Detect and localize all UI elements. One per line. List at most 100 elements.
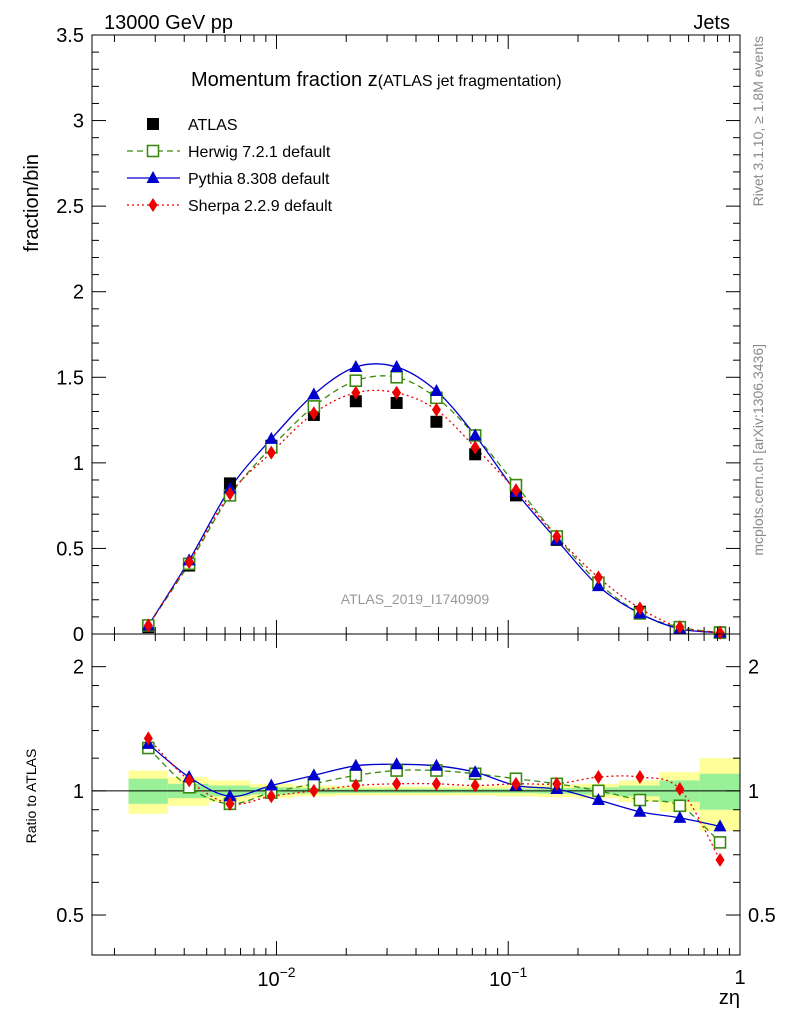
ratio-point-sherpa — [715, 852, 725, 867]
main-y-tick-label: 1 — [73, 453, 84, 475]
legend-marker-pythia — [146, 171, 160, 183]
ratio-point-sherpa — [143, 731, 153, 746]
ratio-point-herwig — [673, 799, 687, 813]
ratio-point-pythia — [429, 758, 443, 771]
main-point-sherpa — [225, 486, 235, 501]
main-point-pythia — [429, 383, 443, 396]
main-point-sherpa — [392, 385, 402, 400]
main-y-tick-label: 1.5 — [56, 367, 84, 389]
ratio-point-herwig — [713, 836, 727, 849]
main-y-tick-label: 3 — [73, 111, 84, 133]
main-point-sherpa — [635, 601, 645, 616]
main-point-sherpa — [351, 385, 361, 400]
ratio-point-pythia — [349, 758, 363, 771]
ratio-point-sherpa — [351, 778, 361, 793]
legend: ATLAS Herwig 7.2.1 default Pythia 8.308 de… — [127, 117, 333, 215]
ratio-point-pythia — [307, 768, 321, 781]
ratio-point-sherpa — [635, 770, 645, 785]
ratio-point-herwig — [633, 793, 647, 807]
main-point-sherpa — [143, 618, 153, 633]
ratio-point-sherpa — [184, 773, 194, 788]
main-point-sherpa — [552, 529, 562, 544]
main-axes: 0 0.5 1 1.5 2 2.5 3 3.5 — [56, 25, 741, 646]
ratio-point-sherpa — [511, 776, 521, 791]
main-y-axis-label: fraction/bin — [21, 154, 43, 252]
main-point-sherpa — [266, 445, 276, 460]
main-y-tick-label: 0.5 — [56, 538, 84, 560]
main-point-pythia — [591, 579, 605, 592]
ratio-y-tick-label-right: 2 — [748, 657, 759, 679]
main-point-atlas — [430, 415, 443, 428]
main-point-atlas — [390, 396, 403, 409]
ratio-point-pythia — [633, 804, 647, 817]
main-series-layer — [141, 360, 727, 640]
x-tick-label-base: 10 — [489, 969, 511, 991]
legend-label-atlas: ATLAS — [188, 117, 238, 134]
main-point-herwig — [349, 374, 363, 388]
ratio-point-pythia — [673, 810, 687, 823]
ratio-point-pythia — [713, 819, 727, 832]
main-point-atlas — [349, 395, 362, 408]
main-point-pythia — [349, 360, 363, 373]
main-y-tick-label: 0 — [73, 624, 84, 646]
legend-marker-herwig — [146, 144, 160, 158]
ratio-y-tick-label-right: 1 — [748, 781, 759, 803]
ratio-point-pythia — [591, 793, 605, 806]
watermark: ATLAS_2019_I1740909 — [341, 591, 490, 607]
main-point-sherpa — [470, 440, 480, 455]
main-title-sub: (ATLAS jet fragmentation) — [378, 73, 562, 90]
process-label: Jets — [693, 12, 730, 34]
ratio-point-pythia — [390, 757, 404, 770]
x-tick-label-exponent: −2 — [280, 964, 296, 980]
main-point-pythia — [468, 428, 482, 441]
main-point-sherpa — [511, 483, 521, 498]
ratio-point-pythia — [468, 765, 482, 778]
main-point-herwig — [390, 370, 403, 384]
energy-label: 13000 GeV pp — [104, 12, 233, 34]
ratio-point-sherpa — [675, 782, 685, 797]
ratio-y-tick-label-right: 0.5 — [748, 905, 776, 927]
ratio-axes: 0.5 0.51 12 210−2 10−1 1 — [56, 633, 776, 991]
x-tick-label-base: 10 — [257, 969, 279, 991]
main-y-tick-label: 3.5 — [56, 25, 84, 47]
side-label-site: mcplots.cern.ch [arXiv:1306.3436] — [750, 344, 766, 556]
main-panel: Momentum fraction z(ATLAS jet fragmentat… — [21, 25, 741, 646]
ratio-point-sherpa — [309, 783, 319, 798]
ratio-point-sherpa — [431, 776, 441, 791]
ratio-y-tick-label: 2 — [73, 657, 84, 679]
main-point-sherpa — [593, 570, 603, 585]
main-point-sherpa — [431, 402, 441, 417]
ratio-panel: Ratio to ATLAS zη 0.5 0.51 12 210−2 10−1 1 — [23, 633, 776, 1009]
ratio-y-axis-label: Ratio to ATLAS — [23, 749, 39, 844]
ratio-point-pythia — [223, 789, 237, 802]
main-y-tick-label: 2 — [73, 282, 84, 304]
main-point-pythia — [264, 431, 278, 444]
main-title-text: Momentum fraction z — [191, 69, 378, 91]
x-tick-label-exponent: −1 — [511, 964, 527, 980]
ratio-point-sherpa — [470, 778, 480, 793]
main-point-pythia — [307, 387, 321, 400]
main-point-sherpa — [309, 406, 319, 421]
ratio-point-sherpa — [225, 796, 235, 811]
ratio-series-layer — [141, 731, 727, 867]
legend-label-herwig: Herwig 7.2.1 default — [188, 144, 331, 161]
legend-label-pythia: Pythia 8.308 default — [188, 171, 330, 188]
main-point-sherpa — [675, 620, 685, 635]
legend-label-sherpa: Sherpa 2.2.9 default — [188, 198, 333, 215]
ratio-x-tick-label: 10−1 — [489, 964, 527, 991]
ratio-point-pythia — [264, 778, 278, 791]
ratio-band-inner — [699, 773, 740, 810]
main-point-sherpa — [184, 555, 194, 570]
legend-marker-atlas — [147, 118, 159, 130]
ratio-point-sherpa — [593, 770, 603, 785]
ratio-point-sherpa — [392, 776, 402, 791]
ratio-x-tick-label: 1 — [734, 967, 745, 989]
ratio-y-tick-label: 1 — [73, 781, 84, 803]
main-point-pythia — [390, 360, 404, 373]
legend-marker-sherpa — [148, 198, 158, 212]
ratio-x-axis-label: zη — [719, 987, 740, 1009]
ratio-y-tick-label: 0.5 — [56, 905, 84, 927]
main-title: Momentum fraction z(ATLAS jet fragmentat… — [191, 69, 562, 91]
side-label-rivet: Rivet 3.1.10, ≥ 1.8M events — [750, 36, 766, 206]
